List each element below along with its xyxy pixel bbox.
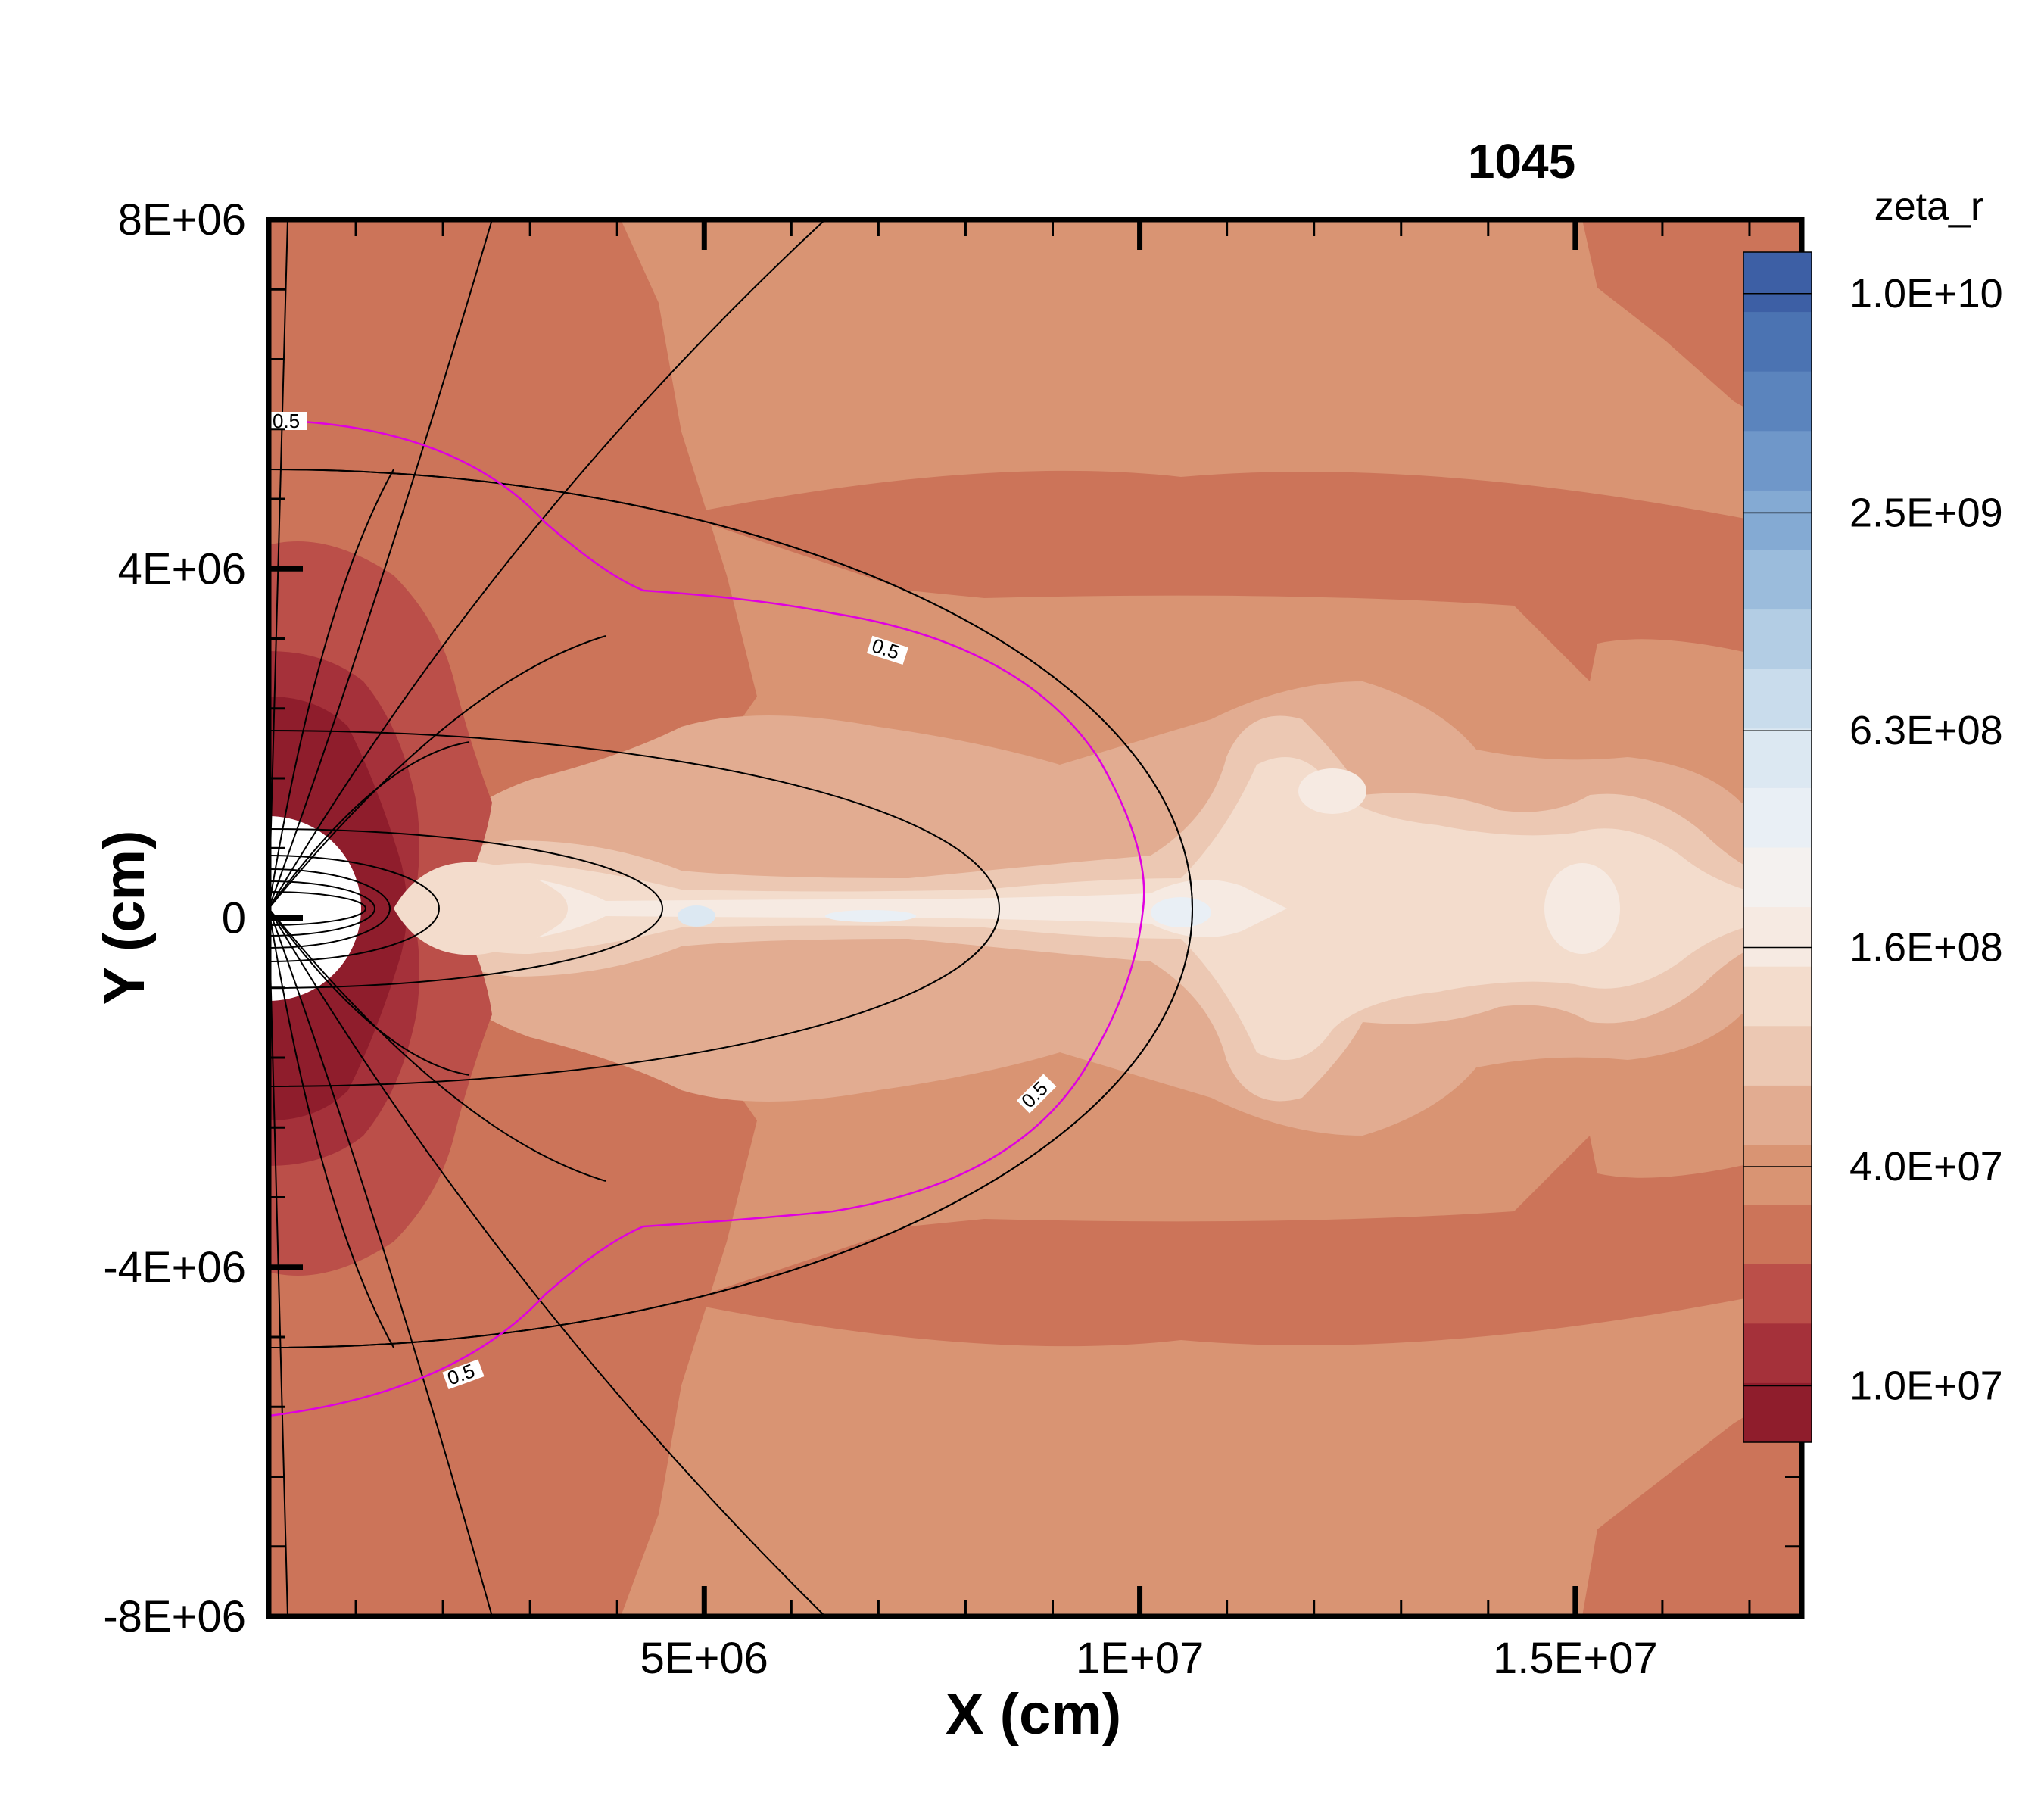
field-line-open-9	[269, 635, 606, 909]
colorbar-swatch	[1743, 1204, 1812, 1264]
field-band-jet	[416, 878, 1287, 939]
colorbar-frame	[1743, 251, 1812, 1443]
field-line-open-5	[269, 220, 288, 909]
field-line-6	[269, 880, 375, 937]
field-blob-2	[1298, 768, 1366, 814]
y-tick-label: 4E+06	[118, 544, 246, 594]
colorbar-label: 4.0E+07	[1849, 1144, 2003, 1189]
field-line-open-8	[269, 908, 394, 1348]
contour-label-bg-1	[270, 412, 307, 430]
field-line-open-6	[269, 908, 288, 1616]
colorbar-labels: 1.0E+10 2.5E+09 6.3E+08 1.6E+08 4.0E+07 1.0E+…	[1743, 271, 2003, 1409]
field-line-open-10	[269, 908, 606, 1182]
field-line-open-12	[269, 908, 470, 1076]
x-tick-label: 1E+07	[1076, 1634, 1204, 1683]
y-tick-label: -4E+06	[103, 1243, 246, 1292]
colorbar-swatch	[1743, 311, 1812, 372]
field-line-5	[269, 868, 391, 949]
field-line-open-2	[269, 908, 493, 1616]
field-band-shell-bottom	[681, 1136, 1802, 1347]
field-line-open-4	[269, 908, 826, 1616]
x-tick-label: 1.5E+07	[1493, 1634, 1658, 1683]
colorbar-label: 1.0E+07	[1849, 1364, 2003, 1409]
contour-labels: 0.5 0.5 0.5 0.5	[270, 410, 1057, 1390]
y-axis-title: Y (cm)	[92, 831, 157, 1005]
colorbar-swatch	[1743, 847, 1812, 908]
colorbar-swatch	[1743, 1145, 1812, 1205]
colorbar-label: 1.6E+08	[1849, 924, 2003, 970]
x-axis-title: X (cm)	[946, 1682, 1121, 1747]
field-blob-5	[825, 910, 916, 922]
y-tick-label: -8E+06	[103, 1592, 246, 1641]
colorbar-swatch	[1743, 1382, 1812, 1443]
colorbar-swatch	[1743, 371, 1812, 432]
field-line-open-3	[269, 220, 826, 909]
colorbar-swatch	[1743, 787, 1812, 848]
field-line-8	[269, 469, 1193, 1348]
field-line-open-1	[269, 220, 493, 909]
colorbar-swatches	[1743, 251, 1812, 1443]
field-blob-1	[1544, 863, 1620, 954]
field-band-shell-top	[681, 470, 1802, 681]
field-line-3	[269, 828, 663, 989]
colorbar-swatch	[1743, 1025, 1812, 1086]
colorbar-label: 1.0E+10	[1849, 271, 2003, 316]
field-line-open-7	[269, 469, 394, 909]
y-tick-label: 0	[222, 894, 246, 943]
colorbar-swatch	[1743, 550, 1812, 610]
x-tick-label: 5E+06	[640, 1634, 768, 1683]
colorbar-swatch	[1743, 1085, 1812, 1145]
field-blob-4	[678, 905, 715, 927]
field-contours: 0.5 0.5 0.5 0.5	[269, 220, 1802, 1616]
colorbar-swatch	[1743, 669, 1812, 729]
colorbar-swatch	[1743, 252, 1812, 313]
colorbar-swatch	[1743, 906, 1812, 967]
field-line-7	[269, 891, 366, 926]
colorbar-swatch	[1743, 728, 1812, 788]
colorbar-swatch	[1743, 966, 1812, 1027]
axis-tick-labels: 5E+06 1E+07 1.5E+07 8E+06 4E+06 0 -4E+06 -8E+06	[103, 195, 1657, 1683]
colorbar-title: zeta_r	[1874, 185, 1984, 229]
colorbar-swatch	[1743, 1323, 1812, 1383]
field-blob-3	[1151, 897, 1211, 927]
field-band-near-4	[394, 862, 568, 955]
colorbar-label: 2.5E+09	[1849, 490, 2003, 535]
colorbar-swatch	[1743, 1264, 1812, 1324]
field-line-open-11	[269, 741, 470, 909]
field-line-2	[269, 730, 1000, 1087]
colorbar-swatch	[1743, 609, 1812, 669]
contour-label-bg-4	[442, 1359, 485, 1390]
contour-label-bg-3	[1017, 1074, 1057, 1114]
field-lines	[269, 220, 1193, 1616]
colorbar-label: 6.3E+08	[1849, 708, 2003, 753]
field-line-4	[269, 855, 440, 962]
colorbar-swatch	[1743, 430, 1812, 491]
chart-title: 1045	[1468, 134, 1575, 189]
y-tick-label: 8E+06	[118, 195, 246, 245]
contour-label-bg-2	[866, 635, 908, 665]
planet-disk-full	[269, 816, 361, 1001]
contour-line-0.5	[269, 419, 1145, 1417]
colorbar-swatch	[1743, 490, 1812, 550]
colorbar: zeta_r 1.0E+10 2.5E+09 6.3E+08 1.6E+08 4.0E+…	[1743, 185, 2003, 1443]
